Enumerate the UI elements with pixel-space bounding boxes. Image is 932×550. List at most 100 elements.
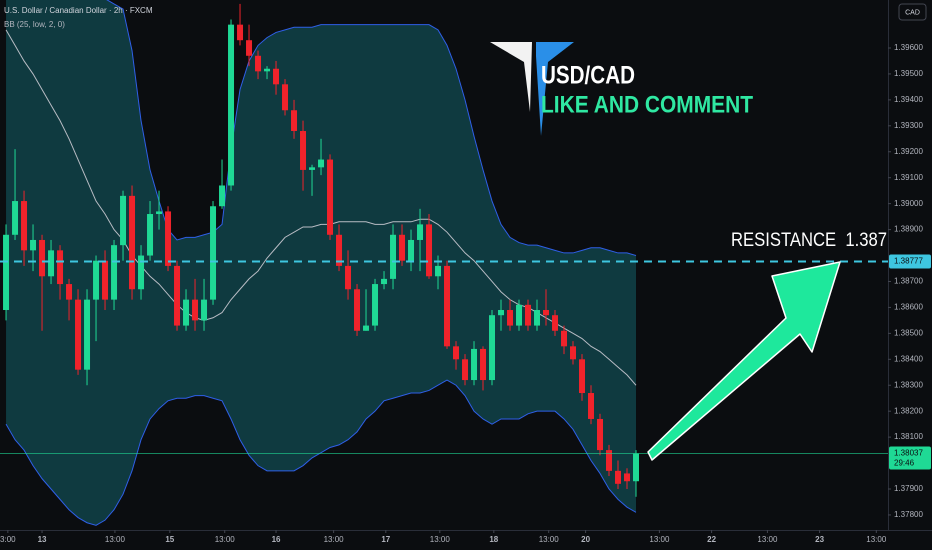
- candle-body: [480, 348, 487, 381]
- candle-body: [255, 55, 262, 72]
- candle-body: [201, 299, 208, 321]
- candle-body: [147, 214, 154, 256]
- band-fill: [6, 0, 637, 526]
- last-price-box: [889, 446, 931, 470]
- logo-white: [490, 42, 532, 112]
- candle-body: [300, 131, 307, 170]
- call-to-action: LIKE AND COMMENT: [541, 91, 753, 118]
- candle-body: [561, 330, 568, 347]
- x-tick-label: 13:00: [215, 535, 236, 544]
- candle-body: [390, 234, 397, 279]
- candle-body: [372, 284, 379, 326]
- candle-body: [498, 310, 505, 316]
- candle-body: [489, 315, 496, 381]
- candle-body: [345, 265, 352, 290]
- candle-body: [363, 325, 370, 331]
- y-tick-label: 1.39100: [894, 173, 923, 182]
- candle-body: [309, 167, 316, 170]
- plot-area: [0, 0, 888, 526]
- candle-body: [507, 310, 514, 326]
- candle-body: [471, 348, 478, 381]
- candle-body: [183, 299, 190, 326]
- candle-body: [48, 250, 55, 277]
- x-tick-label: 20: [581, 535, 590, 544]
- y-tick-label: 1.39200: [894, 147, 923, 156]
- x-tick-label: 13:00: [105, 535, 126, 544]
- candle-body: [120, 195, 127, 246]
- candle-body: [516, 304, 523, 326]
- candle-body: [552, 315, 559, 331]
- y-tick-label: 1.37900: [894, 484, 923, 493]
- candle-body: [129, 195, 136, 290]
- x-tick-label: 17: [381, 535, 390, 544]
- candle-body: [453, 346, 460, 360]
- candle-body: [291, 110, 298, 132]
- countdown-label: 29:46: [894, 459, 915, 468]
- candle-body: [525, 304, 532, 326]
- candle-body: [174, 265, 181, 326]
- candle-body: [30, 239, 37, 251]
- indicator-label: BB (25, low, 2, 0): [4, 20, 65, 29]
- candle-body: [156, 211, 163, 215]
- candle-body: [615, 470, 622, 484]
- resistance-price-box: [889, 254, 931, 269]
- y-tick-label: 1.39600: [894, 43, 923, 52]
- resistance-annotation: RESISTANCE 1.387: [731, 230, 887, 251]
- candle-body: [219, 185, 226, 207]
- candle-body: [192, 299, 199, 321]
- candle-body: [57, 250, 64, 285]
- axes: 1.39600 1.39500 1.39400 1.39300 1.39200 1.391…: [0, 43, 931, 544]
- y-tick-label: 1.38500: [894, 328, 923, 337]
- bb-lower: [5, 379, 637, 526]
- y-tick-label: 1.38100: [894, 432, 923, 441]
- x-tick-label: 16: [272, 535, 281, 544]
- candle-body: [93, 260, 100, 300]
- y-tick-label: 1.38700: [894, 277, 923, 286]
- candle-body: [84, 299, 91, 370]
- bb-upper: [106, 0, 637, 257]
- currency: CAD: [905, 9, 920, 16]
- y-tick-label: 1.38900: [894, 225, 923, 234]
- x-tick-label: 13:00: [866, 535, 887, 544]
- candle-body: [399, 234, 406, 261]
- x-tick-label: 13:00: [539, 535, 560, 544]
- candle-body: [534, 310, 541, 326]
- candle-body: [165, 211, 172, 266]
- candle-body: [579, 359, 586, 394]
- last-price-label: 1.38037: [894, 449, 923, 458]
- candle-body: [264, 68, 271, 72]
- y-tick-label: 1.39300: [894, 121, 923, 130]
- candle-body: [354, 289, 361, 331]
- candle-body: [228, 24, 235, 186]
- candle-body: [597, 418, 604, 451]
- candle-body: [111, 245, 118, 300]
- x-tick-label: 13:00: [757, 535, 778, 544]
- resistance-price-label: 1.38777: [894, 257, 923, 266]
- candle-body: [426, 224, 433, 277]
- y-tick-label: 1.39400: [894, 95, 923, 104]
- y-tick-label: 1.38300: [894, 380, 923, 389]
- y-tick-label: 1.39500: [894, 69, 923, 78]
- chart-title: U.S. Dollar / Canadian Dollar · 2h · FXC…: [4, 6, 153, 15]
- candle-body: [327, 159, 334, 235]
- x-tick-label: 3:00: [0, 535, 16, 544]
- x-tick-label: 13:00: [324, 535, 345, 544]
- x-tick-label: 13:00: [649, 535, 670, 544]
- headline: USD/CAD: [541, 62, 635, 90]
- candle-body: [75, 299, 82, 370]
- candle-body: [417, 224, 424, 240]
- candle-body: [102, 260, 109, 300]
- arrow: [647, 261, 841, 461]
- candle-body: [381, 278, 388, 285]
- candle-body: [606, 450, 613, 471]
- y-tick-label: 1.37800: [894, 510, 923, 519]
- candle-body: [444, 265, 451, 347]
- candle-body: [588, 393, 595, 419]
- candle-body: [66, 284, 73, 300]
- candle-body: [138, 255, 145, 290]
- candle-body: [210, 206, 217, 300]
- x-tick-label: 13: [38, 535, 47, 544]
- candle-body: [318, 159, 325, 168]
- candle-body: [336, 234, 343, 266]
